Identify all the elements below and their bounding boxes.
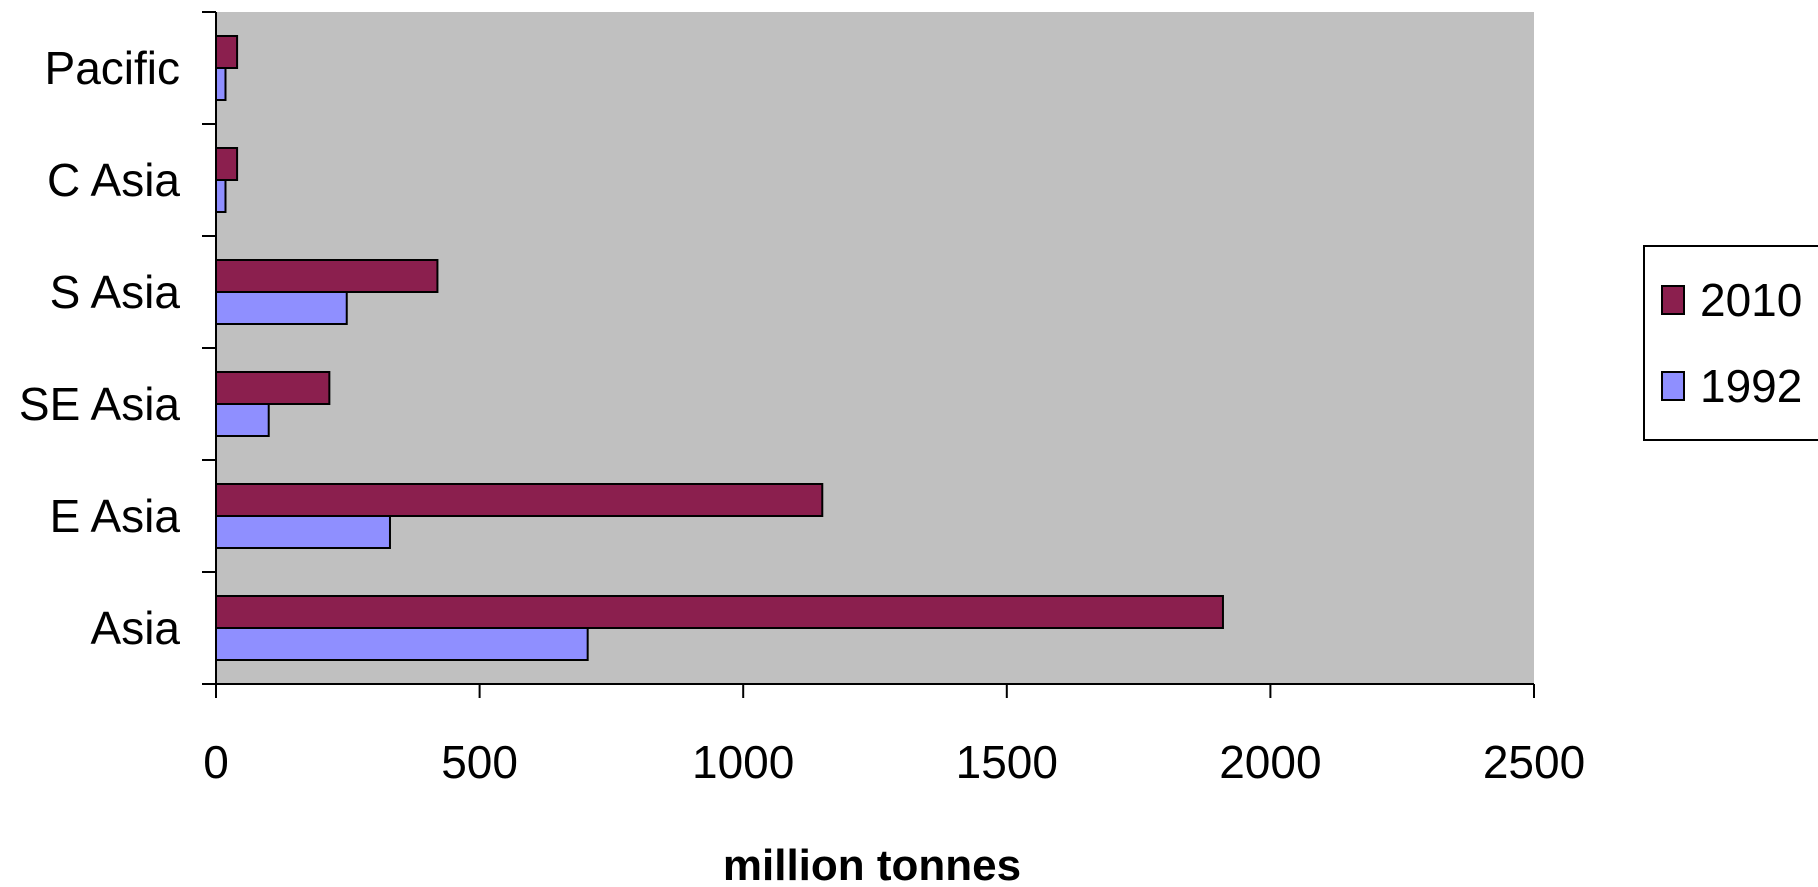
legend-swatch-1992 bbox=[1661, 371, 1685, 401]
bar-1992-pacific bbox=[215, 67, 227, 101]
legend-label-2010: 2010 bbox=[1700, 274, 1802, 326]
y-tick-label: Asia bbox=[91, 602, 181, 654]
legend-swatch-2010 bbox=[1661, 285, 1685, 315]
x-tick-label: 1000 bbox=[692, 736, 794, 788]
bar-2010-se-asia bbox=[215, 371, 331, 405]
legend: 2010 1992 bbox=[1643, 245, 1818, 441]
bar-2010-s-asia bbox=[215, 259, 439, 293]
y-tick-label: S Asia bbox=[50, 266, 181, 318]
plot-area bbox=[216, 12, 1534, 684]
y-axis-ticks: Asia E Asia SE Asia S Asia C Asia Pacific bbox=[19, 11, 216, 685]
y-tick-label: SE Asia bbox=[19, 378, 181, 430]
x-tick-label: 2000 bbox=[1219, 736, 1321, 788]
legend-label-1992: 1992 bbox=[1700, 360, 1802, 412]
x-tick-label: 1500 bbox=[956, 736, 1058, 788]
bar-2010-pacific bbox=[215, 35, 239, 69]
bar-1992-e-asia bbox=[215, 515, 391, 549]
bar-1992-s-asia bbox=[215, 291, 348, 325]
bar-2010-e-asia bbox=[215, 483, 824, 517]
x-tick-label: 0 bbox=[203, 736, 229, 788]
bar-1992-c-asia bbox=[215, 179, 227, 213]
bar-1992-asia bbox=[215, 627, 589, 661]
x-tick-label: 500 bbox=[441, 736, 518, 788]
y-tick-label: C Asia bbox=[47, 154, 180, 206]
y-tick-label: Pacific bbox=[45, 42, 180, 94]
bar-2010-asia bbox=[215, 595, 1224, 629]
bar-1992-se-asia bbox=[215, 403, 270, 437]
bars-group bbox=[215, 35, 1224, 661]
bar-2010-c-asia bbox=[215, 147, 239, 181]
y-tick-label: E Asia bbox=[50, 490, 181, 542]
x-axis-ticks: 0 500 1000 1500 2000 2500 bbox=[203, 684, 1585, 788]
x-tick-label: 2500 bbox=[1483, 736, 1585, 788]
x-axis-title: million tonnes bbox=[723, 841, 1021, 887]
legend-box bbox=[1643, 245, 1818, 441]
